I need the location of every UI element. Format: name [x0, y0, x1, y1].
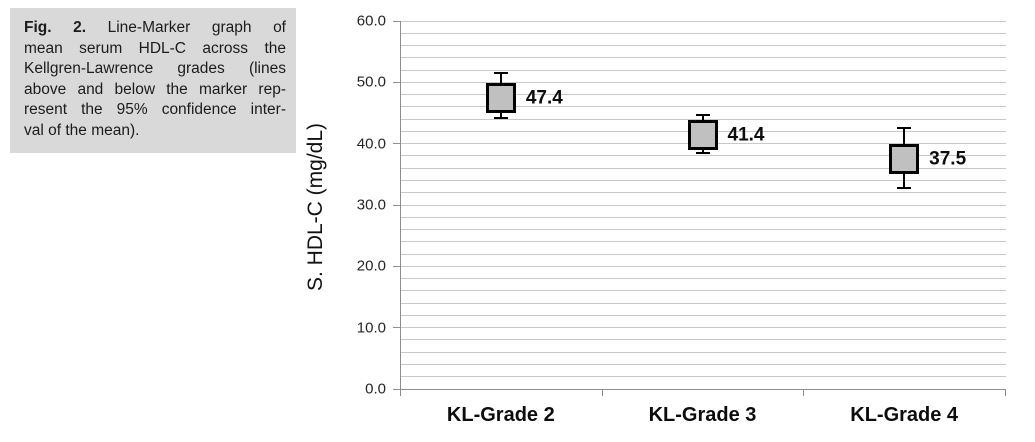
data-label: 47.4	[525, 87, 563, 109]
gridline	[401, 45, 1006, 47]
y-axis-tick	[393, 265, 400, 267]
caption-line: resent the 95% confidence inter-	[24, 101, 286, 118]
caption-line: Kellgren-Lawrence grades (lines	[24, 60, 286, 77]
data-marker	[687, 120, 718, 151]
error-bar-cap-top	[897, 126, 912, 129]
gridline	[401, 204, 1006, 206]
error-bar-cap-bottom	[493, 116, 508, 119]
y-axis-tick	[393, 143, 400, 145]
y-axis-tick	[393, 204, 400, 206]
gridline	[401, 339, 1006, 341]
y-axis-tick	[393, 81, 400, 83]
gridline	[401, 290, 1006, 292]
x-axis-label: KL-Grade 4	[850, 404, 959, 426]
data-label: 41.4	[727, 124, 765, 146]
y-tick-label: 10.0	[356, 319, 386, 337]
error-bar-cap-bottom	[897, 186, 912, 189]
x-axis-line	[400, 389, 1006, 390]
error-bar-cap-top	[493, 72, 508, 75]
error-bar-cap-bottom	[695, 151, 710, 154]
y-tick-label: 0.0	[365, 380, 386, 398]
figure-label: Fig. 2.	[24, 19, 87, 36]
y-axis-tick	[393, 388, 400, 390]
x-axis-tick	[602, 390, 603, 396]
gridline	[401, 302, 1006, 304]
gridline	[401, 241, 1006, 243]
gridline	[401, 155, 1006, 157]
data-label: 37.5	[929, 148, 967, 170]
y-axis-tick	[393, 20, 400, 22]
gridline	[401, 69, 1006, 71]
data-marker	[889, 144, 920, 174]
gridline	[401, 265, 1006, 267]
y-axis-line	[400, 21, 401, 389]
x-axis-tick	[400, 390, 401, 396]
gridline	[401, 94, 1006, 96]
caption-line: above and below the marker rep-	[24, 80, 286, 98]
caption-line: mean serum HDL-C across the	[24, 39, 286, 57]
gridline	[401, 192, 1006, 194]
y-tick-label: 20.0	[356, 257, 386, 275]
y-axis-tick	[393, 327, 400, 329]
y-tick-label: 30.0	[356, 196, 386, 214]
gridline	[401, 314, 1006, 316]
x-axis-label: KL-Grade 3	[648, 404, 757, 426]
gridline	[401, 327, 1006, 329]
gridline	[401, 179, 1006, 181]
gridline	[401, 20, 1006, 22]
gridline	[401, 32, 1006, 34]
gridline	[401, 351, 1006, 353]
x-axis-tick	[803, 390, 804, 396]
gridline	[401, 81, 1006, 83]
gridline	[401, 253, 1006, 255]
gridline	[401, 216, 1006, 218]
gridline	[401, 106, 1006, 108]
gridline	[401, 167, 1006, 169]
error-bar-cap-top	[695, 113, 710, 116]
gridline	[401, 229, 1006, 231]
gridline	[401, 278, 1006, 280]
caption-text: Line-Marker graph of	[107, 19, 286, 36]
gridline	[401, 118, 1006, 120]
y-tick-label: 40.0	[356, 135, 386, 153]
y-tick-label: 60.0	[356, 12, 386, 30]
gridline	[401, 57, 1006, 59]
x-axis-tick	[1005, 390, 1006, 396]
gridline	[401, 363, 1006, 365]
x-axis-label: KL-Grade 2	[446, 404, 555, 426]
caption-box: Fig. 2. Line-Marker graph of mean serum …	[10, 8, 296, 153]
data-marker	[485, 83, 516, 114]
y-tick-label: 50.0	[356, 73, 386, 91]
gridline	[401, 376, 1006, 378]
caption-line: val of the mean).	[24, 121, 140, 139]
caption-line: Fig. 2. Line-Marker graph of	[24, 18, 286, 39]
